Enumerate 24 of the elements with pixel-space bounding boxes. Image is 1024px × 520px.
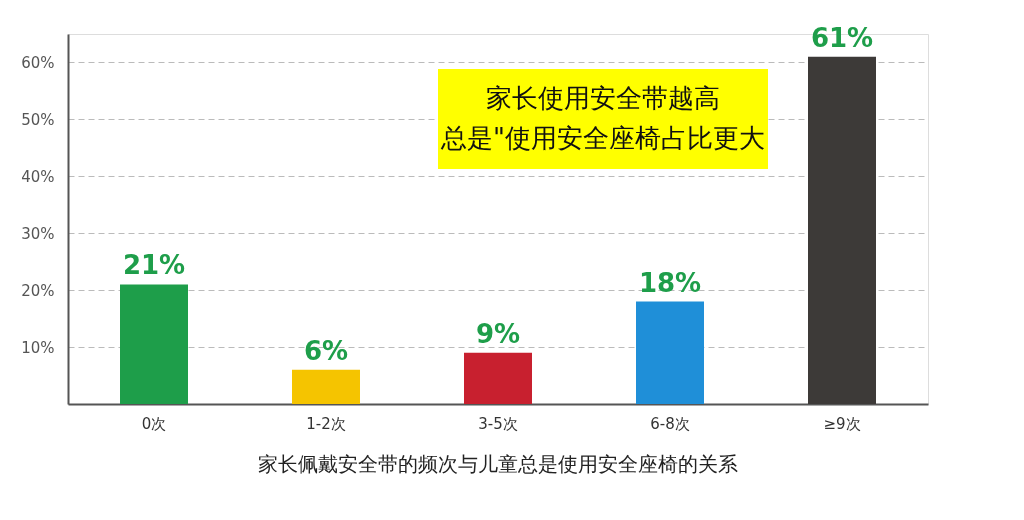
bar — [464, 352, 532, 404]
data-label: 18% — [638, 267, 702, 298]
y-tick-label: 10% — [21, 338, 55, 357]
annotation: 家长使用安全带越高 — [486, 83, 720, 113]
bar — [120, 284, 188, 404]
data-label: 6% — [303, 335, 349, 366]
y-tick-label: 20% — [21, 281, 55, 300]
y-tick-label: 40% — [21, 167, 55, 186]
bar — [636, 301, 704, 404]
y-tick-label: 50% — [21, 110, 55, 129]
x-tick-label: 0次 — [141, 414, 167, 433]
data-label: 21% — [122, 250, 186, 281]
x-tick-label: 3-5次 — [478, 414, 518, 433]
x-tick-label: 1-2次 — [306, 414, 346, 433]
data-label: 9% — [475, 318, 521, 349]
x-tick-label: 6-8次 — [650, 414, 690, 433]
annotation: 总是"使用安全座椅占比更大 — [440, 123, 765, 153]
x-tick-label: ≥9次 — [823, 414, 861, 433]
bar — [808, 56, 876, 404]
data-label: 61% — [810, 22, 874, 53]
y-tick-label: 30% — [21, 224, 55, 243]
bar — [292, 369, 360, 404]
y-tick-label: 60% — [21, 53, 55, 72]
text: 家长佩戴安全带的频次与儿童总是使用安全座椅的关系 — [258, 452, 738, 476]
